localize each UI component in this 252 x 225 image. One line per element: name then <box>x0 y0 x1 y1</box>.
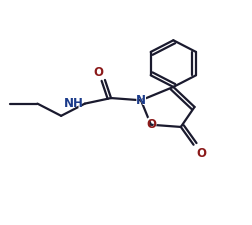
Text: O: O <box>93 66 103 79</box>
Text: O: O <box>145 117 157 132</box>
Text: O: O <box>197 146 209 162</box>
Text: O: O <box>146 118 156 131</box>
Text: NH: NH <box>59 96 84 111</box>
Text: N: N <box>135 93 147 108</box>
Text: O: O <box>197 146 207 160</box>
Text: NH: NH <box>64 97 84 110</box>
Text: O: O <box>90 64 103 79</box>
Text: N: N <box>136 94 146 107</box>
